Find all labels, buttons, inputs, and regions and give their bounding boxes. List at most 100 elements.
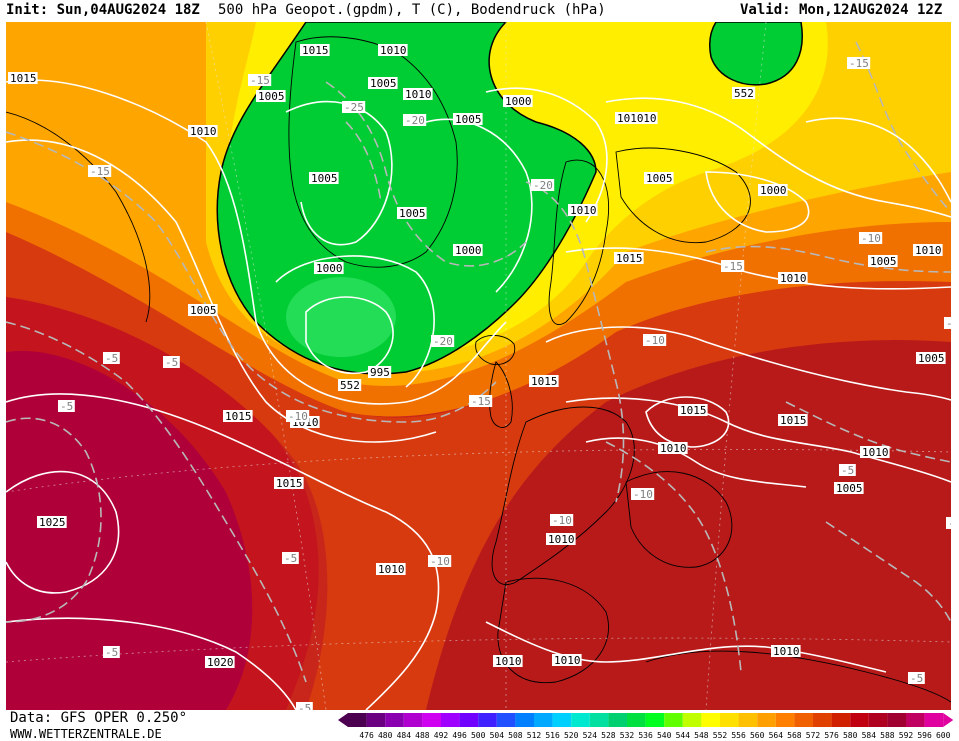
temperature-label-text: -10 — [633, 488, 653, 501]
colorbar-swatch — [459, 713, 479, 727]
temperature-label-text: -5 — [105, 646, 118, 659]
colorbar-swatch — [794, 713, 813, 727]
isobar-label: 1015 — [223, 410, 253, 423]
colorbar-swatch — [441, 713, 460, 727]
isobar-label: 1005 — [916, 352, 946, 365]
isobar-label-text: 1025 — [39, 516, 66, 529]
colorbar-swatch — [403, 713, 423, 727]
colorbar-tick-label: 512 — [526, 731, 542, 740]
isobar-label-box — [568, 204, 598, 216]
isobar-label: 1000 — [314, 262, 344, 275]
isobar-label: 1010 — [188, 125, 218, 138]
isobar-label-box — [300, 44, 330, 56]
colorbar-tick-label: 588 — [880, 731, 895, 740]
temperature-label: -5 — [296, 702, 313, 710]
isobar-label: 1020 — [205, 656, 235, 669]
colorbar-swatch — [906, 713, 925, 727]
colorbar-swatch — [385, 713, 404, 727]
colorbar-tick-label: 540 — [656, 731, 672, 740]
temperature-label-box — [643, 334, 667, 346]
isobar-label-text: 1010 — [862, 446, 889, 459]
temperature-label-text: -10 — [430, 555, 450, 568]
colorbar-min-arrow — [338, 713, 348, 727]
isobar-label-box — [778, 272, 808, 284]
colorbar-scale — [338, 713, 954, 727]
isobar-label-text: 1010 — [380, 44, 407, 57]
isobar-label-text: 1015 — [780, 414, 807, 427]
isobar-label: 1010 — [860, 446, 890, 459]
temperature-label-text: -25 — [344, 101, 364, 114]
colorbar-tick-label: 476 — [359, 731, 374, 740]
temperature-label-text: -5 — [165, 356, 178, 369]
colorbar-swatch — [496, 713, 516, 727]
colorbar-tick-label: 520 — [563, 731, 579, 740]
temperature-label: -15 — [721, 260, 745, 273]
temperature-lines — [6, 41, 951, 683]
isobar-label-box — [453, 244, 483, 256]
init-time: Init: Sun,04AUG2024 18Z — [6, 2, 200, 18]
temperature-label: -5 — [163, 356, 180, 369]
colorbar-tick-label: 548 — [694, 731, 709, 740]
isobar-label-box — [314, 262, 344, 274]
temperature-label: -10 — [428, 555, 452, 568]
isobar-label-box — [758, 184, 788, 196]
isobar-label-box — [37, 516, 67, 528]
isobar-label-text: 995 — [370, 366, 390, 379]
isobar-label-box — [860, 446, 890, 458]
chart-title: 500 hPa Geopot.(gpdm), T (C), Bodendruck… — [218, 2, 606, 18]
isobar-label-box — [368, 366, 392, 378]
colorbar-tick-label: 536 — [638, 731, 653, 740]
colorbar-swatch — [720, 713, 739, 727]
temperature-label-box — [286, 410, 310, 422]
isobar-label-box — [397, 207, 427, 219]
temperature-label: -10 — [643, 334, 667, 347]
isobar-label-box — [8, 72, 38, 84]
isobar-label-text: 1005 — [836, 482, 863, 495]
isobar-label: 1010 — [493, 655, 523, 668]
isobar-label: 1010 — [378, 44, 408, 57]
isobar-label-box — [615, 112, 645, 124]
colorbar-max-arrow — [943, 713, 954, 727]
isobar-label-text: 1000 — [760, 184, 787, 197]
low-pressure-area-ne — [709, 22, 803, 86]
temperature-label-text: -10 — [861, 232, 881, 245]
colorbar-tick-label: 532 — [619, 731, 635, 740]
isobar-label: 1025 — [37, 516, 67, 529]
colorbar-tick-label: 600 — [935, 731, 951, 740]
colorbar-swatch — [738, 713, 758, 727]
colorbar-swatch — [924, 713, 944, 727]
isobar-label-text: 1005 — [370, 77, 397, 90]
isobar-label-box — [614, 252, 644, 264]
isobar-label-text: 1015 — [531, 375, 558, 388]
isobar-label-box — [913, 244, 943, 256]
isobar-label-text: 1020 — [207, 656, 234, 669]
temperature-label-box — [296, 702, 313, 710]
isobar-label-text: 1005 — [190, 304, 217, 317]
isobar-label-text: 1005 — [918, 352, 945, 365]
isobar-label: 1015 — [778, 414, 808, 427]
website-link[interactable]: WWW.WETTERZENTRALE.DE — [10, 727, 162, 741]
isobar-label: 1010 — [778, 272, 808, 285]
temperature-label-box — [847, 57, 871, 69]
temperature-label: -15 — [469, 395, 493, 408]
isobar-label-text: 1015 — [10, 72, 37, 85]
isobar-label: 1010 — [376, 563, 406, 576]
colorbar-tick-label: 524 — [582, 731, 598, 740]
temperature-label-box — [550, 514, 574, 526]
temperature-label-box — [428, 555, 452, 567]
isobar-label: 1000 — [503, 95, 533, 108]
colorbar-tick-label: 552 — [712, 731, 728, 740]
red-band — [6, 222, 951, 710]
temperature-label: -20 — [531, 179, 555, 192]
temperature-label: -5 — [103, 352, 120, 365]
temperature-label: -25 — [342, 101, 366, 114]
isobar-label-box — [403, 88, 433, 100]
colorbar-swatch — [478, 713, 497, 727]
colorbar-tick-label: 580 — [842, 731, 858, 740]
valid-time: Valid: Mon,12AUG2024 12Z — [740, 2, 943, 18]
isobar-label-text: 1000 — [455, 244, 482, 257]
temperature-label-box — [403, 114, 427, 126]
colorbar-swatch — [664, 713, 683, 727]
temperature-label-text: -15 — [250, 74, 270, 87]
header: Init: Sun,04AUG2024 18Z 500 hPa Geopot.(… — [0, 0, 959, 22]
